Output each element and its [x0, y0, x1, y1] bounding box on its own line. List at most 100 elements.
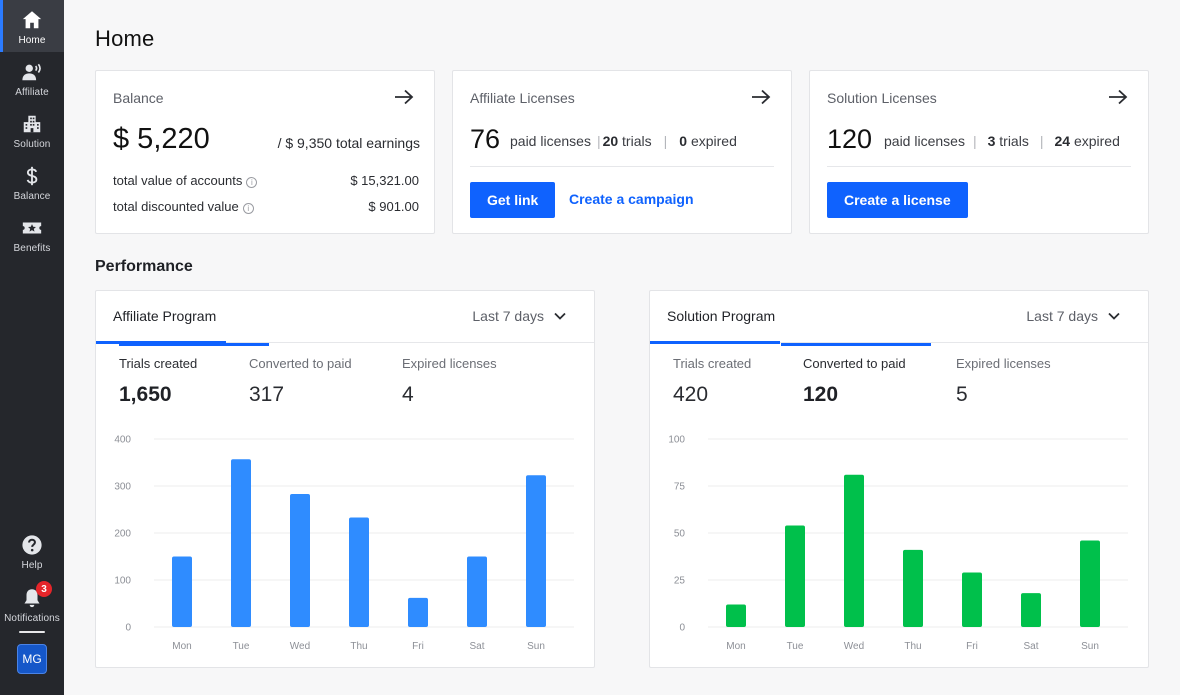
get-link-button[interactable]: Get link [470, 182, 556, 218]
y-tick-label: 300 [114, 482, 131, 493]
bar-sat[interactable] [467, 556, 487, 628]
panel-header: Affiliate Program Last 7 days [96, 291, 594, 344]
metric-trials-created[interactable]: Trials created 1,650 [119, 343, 269, 419]
separator: | [596, 133, 601, 149]
sidebar-item-affiliate[interactable]: Affiliate [0, 52, 64, 104]
expired-count: 24 [1054, 133, 1071, 149]
bar-tue[interactable] [231, 459, 251, 627]
bar-sat[interactable] [1021, 593, 1041, 627]
arrow-right-icon[interactable] [1108, 89, 1128, 105]
metric-label: Trials created [673, 356, 752, 371]
sidebar-item-benefits[interactable]: Benefits [0, 208, 64, 260]
sidebar-item-balance[interactable]: Balance [0, 156, 64, 208]
tab-underline [96, 341, 226, 344]
bar-fri[interactable] [962, 572, 982, 627]
metric-value: 4 [402, 383, 414, 406]
sidebar-item-help[interactable]: Help [0, 525, 64, 577]
sidebar-item-label: Notifications [4, 613, 60, 624]
trials-label: trials [999, 133, 1029, 149]
bar-sun[interactable] [526, 475, 546, 627]
balance-row-label: total discounted value [113, 199, 239, 214]
period-select[interactable]: Last 7 days [1026, 308, 1098, 324]
y-tick-label: 75 [674, 482, 686, 493]
help-icon [22, 535, 42, 555]
arrow-right-icon[interactable] [751, 89, 771, 105]
sidebar-item-label: Affiliate [15, 87, 49, 98]
affiliate-icon [22, 63, 41, 81]
period-select[interactable]: Last 7 days [472, 308, 544, 324]
y-tick-label: 100 [668, 435, 685, 446]
info-icon[interactable]: i [246, 177, 258, 188]
sidebar-item-solution[interactable]: Solution [0, 104, 64, 156]
metric-converted-to-paid[interactable]: Converted to paid 120 [781, 343, 931, 419]
expired-label: expired [690, 133, 737, 149]
arrow-right-icon[interactable] [394, 89, 414, 105]
metric-value: 1,650 [119, 383, 172, 406]
x-tick-label: Thu [904, 641, 921, 652]
x-tick-label: Mon [726, 641, 745, 652]
x-tick-label: Wed [844, 641, 864, 652]
performance-title: Performance [95, 258, 193, 275]
metric-expired-licenses[interactable]: Expired licenses 4 [402, 343, 532, 419]
bell-wrapper: 3 [21, 581, 52, 609]
x-tick-label: Mon [172, 641, 191, 652]
separator: | [663, 133, 668, 149]
bar-fri[interactable] [408, 597, 428, 627]
x-tick-label: Sun [1081, 641, 1099, 652]
card-divider [470, 166, 774, 167]
bar-wed[interactable] [290, 493, 310, 627]
metric-label: Converted to paid [249, 356, 352, 371]
building-icon [23, 115, 41, 133]
affiliate-bar-chart: 0 100 200 300 400 Mon Tue Wed Thu Fri Sat Sun [114, 435, 574, 652]
sidebar-item-label: Help [21, 560, 43, 571]
metric-label: Trials created [119, 356, 198, 371]
bar-tue[interactable] [785, 525, 805, 627]
avatar[interactable]: MG [17, 644, 47, 674]
metric-trials-created[interactable]: Trials created 420 [673, 343, 803, 419]
create-license-button[interactable]: Create a license [827, 182, 968, 218]
bell-icon [24, 589, 40, 608]
metric-label: Expired licenses [956, 356, 1051, 371]
bar-mon[interactable] [172, 556, 192, 628]
balance-card-title: Balance [113, 90, 164, 106]
x-tick-label: Sat [469, 641, 484, 652]
solution-bar-chart: 0 25 50 75 100 Mon Tue Wed Thu Fri Sat Sun [668, 435, 1128, 652]
metric-expired-licenses[interactable]: Expired licenses 5 [956, 343, 1086, 419]
info-icon[interactable]: i [242, 203, 254, 214]
sidebar-item-home[interactable]: Home [0, 0, 64, 52]
sidebar-divider [19, 631, 45, 633]
balance-row: total discounted value i $ 901.00 [113, 199, 419, 214]
affiliate-paid-count: 76 [470, 124, 501, 154]
solution-licenses-card: Solution Licenses 120 paid licenses | 3 … [809, 70, 1149, 234]
x-tick-label: Thu [350, 641, 367, 652]
bar-thu[interactable] [903, 549, 923, 627]
y-tick-label: 50 [674, 529, 686, 540]
panel-header: Solution Program Last 7 days [650, 291, 1148, 344]
trials-label: trials [622, 133, 652, 149]
x-tick-label: Tue [233, 641, 250, 652]
home-icon [22, 11, 42, 29]
sidebar-item-notifications[interactable]: 3 Notifications [0, 578, 64, 630]
bar-thu[interactable] [349, 517, 369, 627]
balance-amount: $ 5,220 [113, 123, 210, 155]
sidebar-item-label: Balance [13, 191, 51, 202]
create-campaign-link[interactable]: Create a campaign [569, 191, 694, 207]
chevron-down-icon[interactable] [1108, 311, 1120, 321]
bar-mon[interactable] [726, 604, 746, 627]
expired-count: 0 [679, 133, 688, 149]
x-tick-label: Fri [412, 641, 424, 652]
trials-count: 20 [602, 133, 619, 149]
tab-solution-program[interactable]: Solution Program [667, 308, 776, 324]
solution-program-panel: Solution Program Last 7 days Trials crea… [649, 290, 1149, 668]
x-tick-label: Tue [787, 641, 804, 652]
sidebar-item-label: Benefits [13, 243, 51, 254]
tab-affiliate-program[interactable]: Affiliate Program [113, 308, 217, 324]
bar-sun[interactable] [1080, 540, 1100, 627]
sidebar-item-label: Home [18, 35, 46, 46]
affiliate-program-panel: Affiliate Program Last 7 days Trials cre… [95, 290, 595, 668]
chevron-down-icon[interactable] [554, 311, 566, 321]
bar-wed[interactable] [844, 474, 864, 627]
metric-converted-to-paid[interactable]: Converted to paid 317 [249, 343, 379, 419]
solution-card-title: Solution Licenses [827, 90, 937, 106]
trials-count: 3 [987, 133, 996, 149]
